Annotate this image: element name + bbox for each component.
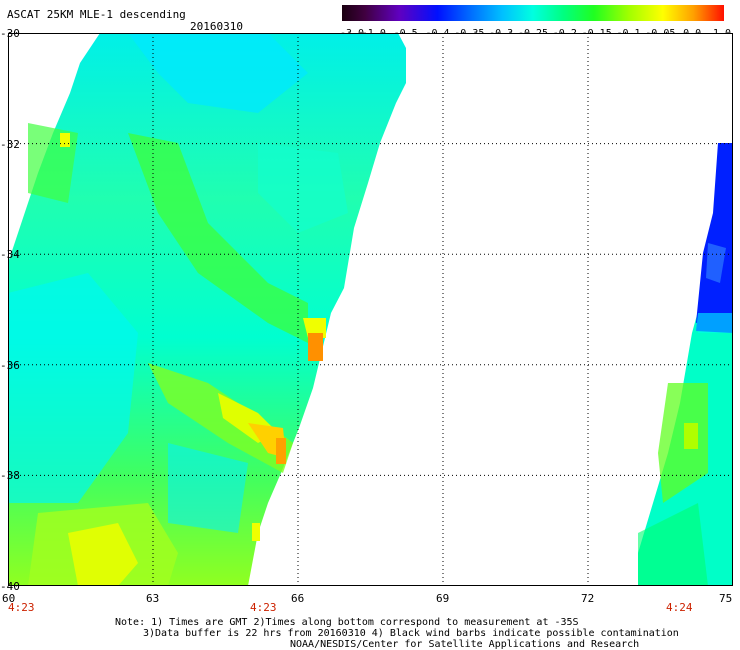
time-label-east: 4:24 [666,601,693,614]
note-line-2: 3)Data buffer is 22 hrs from 20160310 4)… [143,628,679,639]
orange-cell [276,438,286,464]
cyan-patch [168,443,248,533]
lon-label: 60 [2,592,16,605]
lat-label: -38 [0,469,20,483]
lat-label: -40 [0,580,20,593]
lat-label: -32 [0,137,20,151]
map-panel [8,33,733,586]
lon-label: 72 [581,592,595,605]
time-label-west: 4:23 [8,601,35,614]
swath-west [8,33,406,586]
green-streak [658,383,708,503]
blue-patch [696,313,733,333]
map-date: 20160310 [190,20,243,33]
blue-patch [696,143,733,323]
cyan-patch [128,33,308,113]
blue-patch [706,243,726,283]
time-label-mid: 4:23 [250,601,277,614]
cyan-patch [8,273,138,503]
orange-cell [308,333,323,361]
lon-label: 75 [719,592,733,605]
lat-label: -34 [0,248,20,262]
green-streak [128,133,308,343]
lon-label: 66 [291,592,305,605]
lon-label: 63 [146,592,160,605]
green-streak [148,363,293,473]
map-border [8,33,733,586]
cyan-patch [258,143,348,233]
yellow-cell [684,423,698,449]
gridlines [8,33,733,586]
note-line-3: NOAA/NESDIS/Center for Satellite Applica… [290,639,640,650]
swath-east [638,143,733,586]
map-title: ASCAT 25KM MLE-1 descending [7,8,186,21]
green-streak [638,503,708,586]
lon-label: 69 [436,592,450,605]
yellow-patch [68,523,138,586]
yellow-cell [60,133,70,147]
lat-label: -30 [0,27,20,40]
note-line-1: Note: 1) Times are GMT 2)Times along bot… [115,617,579,628]
title-text: ASCAT 25KM MLE-1 descending [7,8,186,21]
colorbar-gradient [342,5,724,21]
lat-label: -36 [0,358,20,372]
yellow-cell [252,523,260,541]
